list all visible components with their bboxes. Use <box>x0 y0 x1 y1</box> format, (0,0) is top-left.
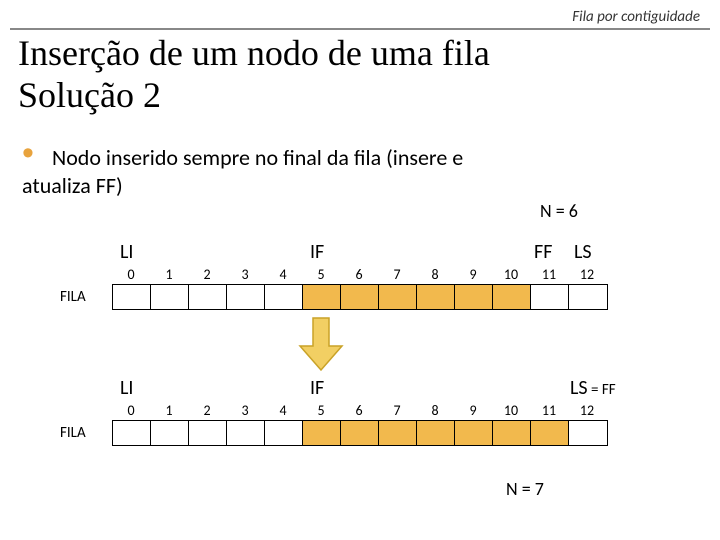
index-label: 5 <box>302 266 340 283</box>
header-rule <box>10 28 710 30</box>
index-label: 6 <box>340 266 378 283</box>
pointer-ff-1: FF <box>534 240 552 264</box>
fila-label-2: FILA <box>60 424 86 442</box>
pointer-if-2: IF <box>310 376 324 400</box>
pointer-ls-2-text: LS <box>570 376 588 400</box>
index-label: 11 <box>530 402 568 419</box>
cell <box>417 421 455 445</box>
index-label: 2 <box>188 402 226 419</box>
cell <box>151 421 189 445</box>
arrow-down-icon <box>296 316 346 377</box>
cell <box>227 421 265 445</box>
index-label: 10 <box>492 402 530 419</box>
cell <box>493 421 531 445</box>
cells-row-1 <box>112 284 608 310</box>
cell <box>569 421 607 445</box>
cell <box>189 285 227 309</box>
pointer-li-2: LI <box>120 376 133 400</box>
index-label: 5 <box>302 402 340 419</box>
index-row-1: 0123456789101112 <box>112 266 606 283</box>
index-label: 9 <box>454 266 492 283</box>
cell <box>569 285 607 309</box>
cell <box>379 421 417 445</box>
index-label: 2 <box>188 266 226 283</box>
cell <box>455 421 493 445</box>
cell <box>341 421 379 445</box>
cell <box>113 421 151 445</box>
body-line2: atualiza FF) <box>22 172 123 199</box>
index-label: 11 <box>530 266 568 283</box>
pointer-if-1: IF <box>310 240 324 264</box>
bullet-icon: • <box>22 136 34 170</box>
index-label: 0 <box>112 402 150 419</box>
cell <box>493 285 531 309</box>
cell <box>303 421 341 445</box>
cell <box>417 285 455 309</box>
cell <box>303 285 341 309</box>
pointer-ls-1: LS <box>574 240 592 264</box>
body-line1: Nodo inserido sempre no final da fila (i… <box>52 144 463 171</box>
index-label: 0 <box>112 266 150 283</box>
cell <box>455 285 493 309</box>
cell <box>113 285 151 309</box>
index-label: 3 <box>226 266 264 283</box>
title-line2: Solução 2 <box>18 74 161 116</box>
cell <box>531 285 569 309</box>
index-row-2: 0123456789101112 <box>112 402 606 419</box>
cell <box>265 421 303 445</box>
index-label: 10 <box>492 266 530 283</box>
index-label: 9 <box>454 402 492 419</box>
index-label: 6 <box>340 402 378 419</box>
title-line1: Inserção de um nodo de uma fila <box>18 32 490 74</box>
cell <box>379 285 417 309</box>
index-label: 1 <box>150 402 188 419</box>
pointer-ls-ff-2: LS = FF <box>570 376 616 400</box>
index-label: 7 <box>378 266 416 283</box>
header-label: Fila por contiguidade <box>572 8 700 26</box>
n-label-1: N = 6 <box>540 200 578 222</box>
index-label: 1 <box>150 266 188 283</box>
fila-label-1: FILA <box>60 288 86 306</box>
cell <box>151 285 189 309</box>
cell <box>265 285 303 309</box>
index-label: 4 <box>264 266 302 283</box>
pointer-eq-ff-2: = FF <box>588 381 616 399</box>
index-label: 8 <box>416 266 454 283</box>
n-label-2: N = 7 <box>506 478 544 500</box>
pointer-li-1: LI <box>120 240 133 264</box>
index-label: 8 <box>416 402 454 419</box>
cells-row-2 <box>112 420 608 446</box>
cell <box>227 285 265 309</box>
index-label: 3 <box>226 402 264 419</box>
cell <box>531 421 569 445</box>
index-label: 12 <box>568 266 606 283</box>
cell <box>341 285 379 309</box>
cell <box>189 421 227 445</box>
index-label: 4 <box>264 402 302 419</box>
index-label: 7 <box>378 402 416 419</box>
index-label: 12 <box>568 402 606 419</box>
